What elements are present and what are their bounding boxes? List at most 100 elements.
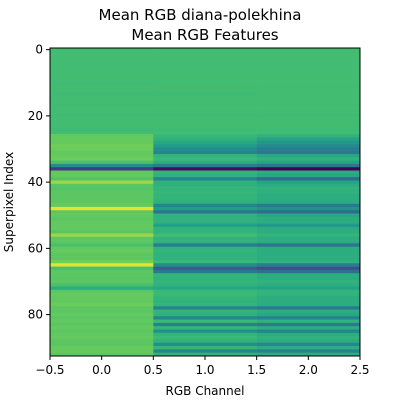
x-tick-label: 2.5 <box>350 363 369 377</box>
heatmap-cell <box>50 64 154 69</box>
heatmap-cell <box>256 210 361 214</box>
heatmap-cell <box>50 346 154 350</box>
heatmap-cell <box>50 256 154 261</box>
heatmap-cell <box>153 266 257 271</box>
heatmap-cell <box>256 117 361 122</box>
heatmap-cell <box>153 104 257 108</box>
heatmap-cell <box>256 183 361 188</box>
heatmap-cell <box>256 230 361 234</box>
heatmap-cell <box>153 216 257 221</box>
heatmap-cell <box>256 137 361 142</box>
heatmap-cell <box>153 250 257 254</box>
heatmap-cell <box>153 349 257 353</box>
heatmap-cell <box>153 352 257 357</box>
heatmap-cell <box>153 299 257 304</box>
heatmap-cell <box>50 100 154 105</box>
heatmap-cell <box>256 74 361 79</box>
heatmap-cell <box>50 87 154 92</box>
heatmap-cell <box>50 167 154 171</box>
heatmap-cell <box>256 240 361 244</box>
heatmap-cell <box>256 236 361 241</box>
heatmap-cell <box>153 316 257 320</box>
heatmap-cell <box>50 61 154 65</box>
heatmap-cell <box>256 293 361 297</box>
heatmap-cell <box>50 130 154 135</box>
heatmap-cell <box>256 203 361 208</box>
heatmap-cell <box>153 180 257 185</box>
heatmap-cell <box>153 213 257 218</box>
heatmap-cell <box>50 51 154 55</box>
heatmap-cell <box>153 253 257 257</box>
heatmap-cell <box>153 309 257 314</box>
heatmap-cell <box>50 233 154 238</box>
heatmap-cell <box>153 263 257 267</box>
heatmap-cell <box>50 213 154 218</box>
heatmap-cell <box>153 87 257 92</box>
heatmap-cell <box>153 279 257 284</box>
heatmap-cell <box>256 279 361 284</box>
heatmap-cell <box>153 240 257 244</box>
y-axis-label: Superpixel Index <box>2 152 16 252</box>
heatmap-cell <box>153 170 257 175</box>
heatmap-cell <box>256 213 361 218</box>
heatmap-cell <box>50 332 154 337</box>
heatmap-cell <box>153 289 257 294</box>
heatmap-cell <box>256 177 361 181</box>
heatmap-cell <box>256 339 361 344</box>
heatmap-cell <box>256 263 361 267</box>
heatmap-cell <box>153 243 257 248</box>
heatmap-cell <box>153 210 257 214</box>
heatmap-cell <box>256 329 361 334</box>
heatmap-cell <box>256 100 361 105</box>
heatmap-cell <box>50 309 154 314</box>
heatmap-cell <box>153 110 257 115</box>
heatmap-cell <box>256 84 361 89</box>
y-tick-label: 60 <box>28 241 43 255</box>
heatmap-cell <box>153 190 257 195</box>
heatmap-cell <box>50 193 154 198</box>
heatmap-cell <box>256 77 361 82</box>
heatmap-cell <box>153 293 257 297</box>
heatmap-cell <box>153 303 257 307</box>
heatmap-cell <box>50 220 154 224</box>
heatmap-cell <box>153 193 257 198</box>
heatmap-cell <box>256 157 361 161</box>
heatmap-cell <box>50 230 154 234</box>
heatmap-cell <box>50 342 154 347</box>
heatmap-cell <box>153 150 257 155</box>
heatmap-cell <box>153 236 257 241</box>
heatmap-cell <box>153 124 257 128</box>
heatmap-cell <box>50 339 154 344</box>
heatmap-cell <box>153 336 257 340</box>
heatmap-cell <box>50 312 154 317</box>
heatmap-cell <box>50 71 154 75</box>
heatmap-cell <box>153 339 257 344</box>
chart-title: Mean RGB diana-polekhina <box>99 6 302 24</box>
heatmap-cell <box>50 210 154 214</box>
heatmap-cell <box>153 183 257 188</box>
x-tick-label: 2.0 <box>299 363 318 377</box>
heatmap-cell <box>153 84 257 89</box>
heatmap-cell <box>153 177 257 181</box>
heatmap-cell <box>256 273 361 277</box>
heatmap-cell <box>256 349 361 353</box>
heatmap-cell <box>50 124 154 128</box>
heatmap-cell <box>256 266 361 271</box>
heatmap-cell <box>153 326 257 330</box>
y-tick-label: 40 <box>28 175 43 189</box>
heatmap-cell <box>256 150 361 155</box>
heatmap-cell <box>256 226 361 231</box>
heatmap-cell <box>256 134 361 138</box>
heatmap-cell <box>50 120 154 125</box>
heatmap-cell <box>50 203 154 208</box>
heatmap-cell <box>153 140 257 145</box>
heatmap-cell <box>153 137 257 142</box>
heatmap-cell <box>50 246 154 251</box>
heatmap-cell <box>50 352 154 357</box>
heatmap-cell <box>153 81 257 85</box>
heatmap-cell <box>256 253 361 257</box>
heatmap-cell <box>50 336 154 340</box>
heatmap-cell <box>256 197 361 201</box>
heatmap-cell <box>256 276 361 281</box>
